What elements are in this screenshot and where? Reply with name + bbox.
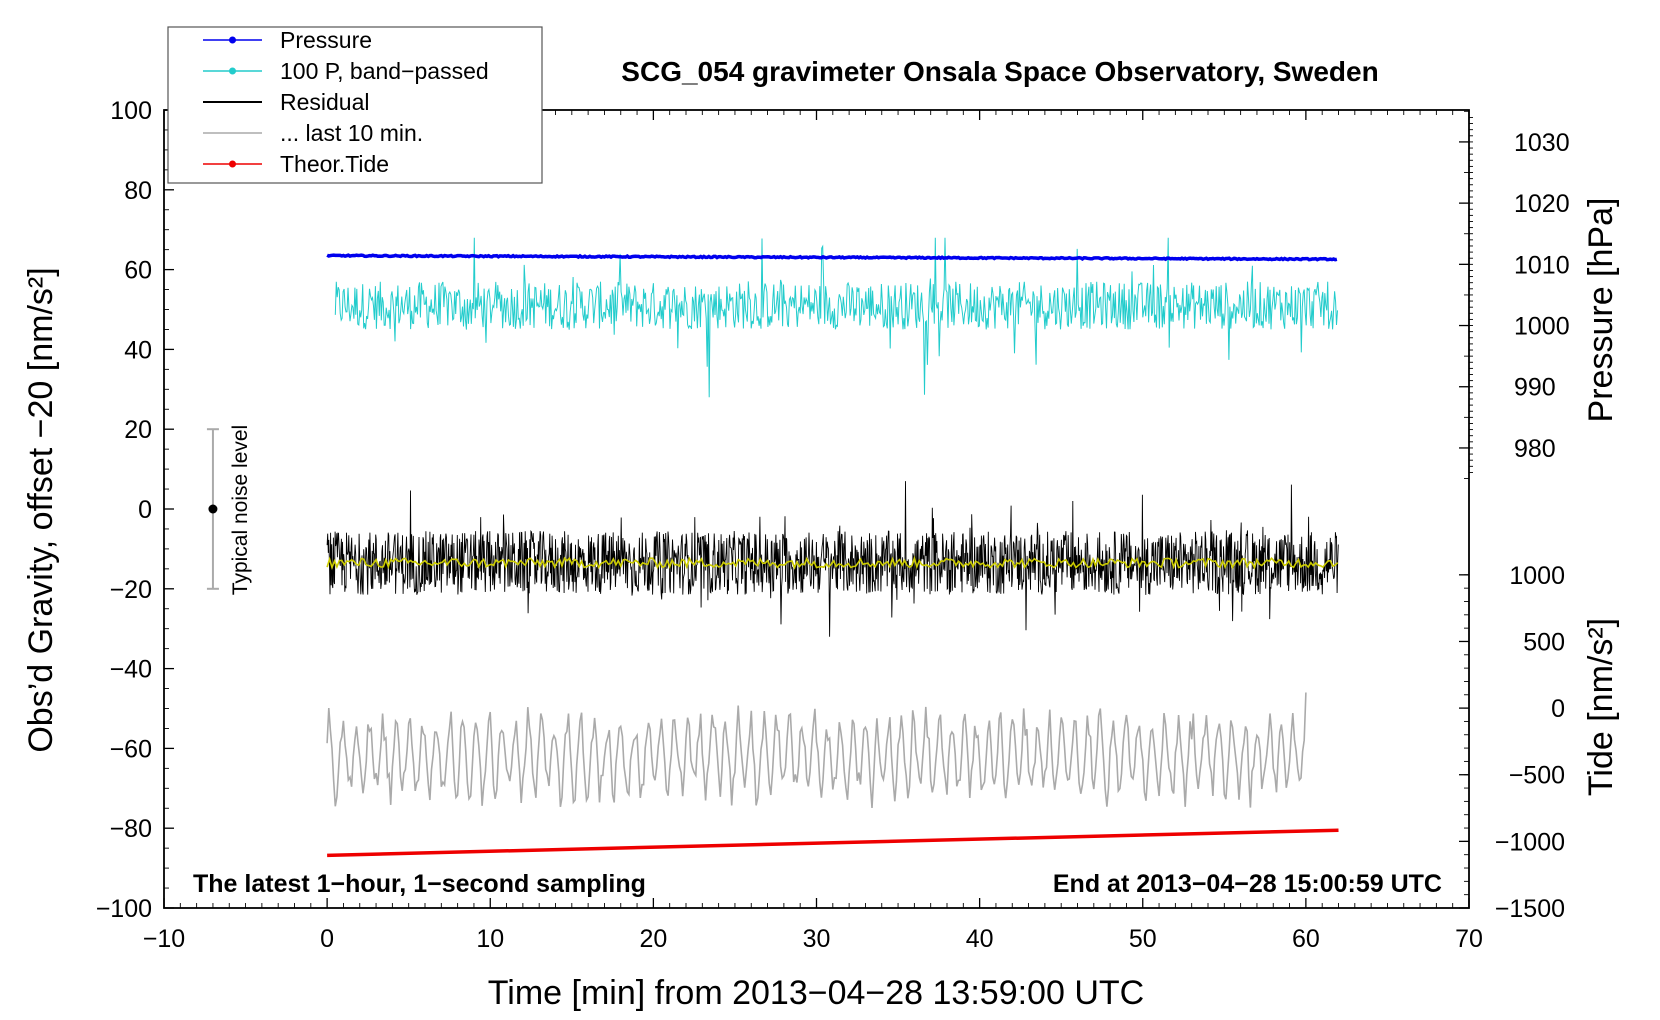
tide-tick-label: −1500 xyxy=(1495,895,1565,923)
pressure-tick-label: 1000 xyxy=(1514,313,1570,341)
axis-layer: −10 0 10 20 30 40 50 60 70100806040200−20−40−60−… xyxy=(96,97,1570,953)
y-tick-label: −20 xyxy=(110,576,152,604)
pressure-tick-label: 990 xyxy=(1514,374,1556,402)
y-tick-label: −80 xyxy=(110,815,152,843)
legend: Pressure 100 P, band−passed Residual ... la… xyxy=(167,26,543,184)
series-layer xyxy=(206,237,1339,858)
y-tick-label: 80 xyxy=(124,177,152,205)
x-tick-label: 30 xyxy=(803,925,831,953)
pressure-tick-label: 1020 xyxy=(1514,190,1570,218)
series-theoretical-tide-line xyxy=(327,828,1339,858)
series-residual-smoothed-line xyxy=(326,555,1339,571)
noise-level-label: Typical noise level xyxy=(229,425,252,595)
y-axis-title-tide: Tide [nm/s²] xyxy=(1582,618,1620,796)
annotation-sampling: The latest 1−hour, 1−second sampling xyxy=(193,870,646,898)
y-tick-label: −40 xyxy=(110,656,152,684)
pressure-tick-label: 1010 xyxy=(1514,251,1570,279)
x-axis-title: Time [min] from 2013−04−28 13:59:00 UTC xyxy=(488,974,1144,1012)
tide-tick-label: −500 xyxy=(1509,762,1565,790)
x-tick-label: 40 xyxy=(966,925,994,953)
series-residual-line xyxy=(326,481,1339,637)
y-tick-label: −60 xyxy=(110,735,152,763)
series-bandpassed-pressure-line xyxy=(334,237,1338,398)
y-tick-label: 0 xyxy=(138,496,152,524)
x-tick-label: 70 xyxy=(1455,925,1483,953)
chart-title: SCG_054 gravimeter Onsala Space Observat… xyxy=(621,56,1378,87)
legend-label: ... last 10 min. xyxy=(280,120,423,146)
legend-label: 100 P, band−passed xyxy=(280,58,489,84)
legend-label: Theor.Tide xyxy=(280,151,389,177)
plot-area xyxy=(163,109,1470,909)
legend-label: Residual xyxy=(280,89,370,115)
x-tick-label: 10 xyxy=(476,925,504,953)
annotation-end-time: End at 2013−04−28 15:00:59 UTC xyxy=(1053,870,1442,898)
pressure-tick-label: 980 xyxy=(1514,435,1556,463)
tide-tick-label: 1000 xyxy=(1509,562,1565,590)
x-tick-label: 0 xyxy=(320,925,334,953)
y-tick-label: −100 xyxy=(96,895,152,923)
legend-marker-0 xyxy=(229,36,236,44)
tide-tick-label: 0 xyxy=(1551,695,1565,723)
y-tick-label: 40 xyxy=(124,336,152,364)
series-last-10-min-line xyxy=(326,692,1307,809)
y-tick-label: 60 xyxy=(124,257,152,285)
pressure-tick-label: 1030 xyxy=(1514,129,1570,157)
x-tick-label: 20 xyxy=(639,925,667,953)
legend-box xyxy=(167,26,543,184)
y-axis-title-pressure: Pressure [hPa] xyxy=(1582,198,1620,423)
y-tick-label: 20 xyxy=(124,416,152,444)
legend-marker-1 xyxy=(229,67,236,75)
x-tick-label: 50 xyxy=(1129,925,1157,953)
y-tick-label: 100 xyxy=(110,97,152,125)
tide-tick-label: −1000 xyxy=(1495,828,1565,856)
y-axis-title-left: Obs’d Gravity, offset −20 [nm/s²] xyxy=(22,267,60,752)
x-tick-label: −10 xyxy=(143,925,185,953)
noise-bar-center-dot xyxy=(208,504,218,514)
x-tick-label: 60 xyxy=(1292,925,1320,953)
series-pressure-line xyxy=(326,253,1338,262)
legend-label: Pressure xyxy=(280,27,372,53)
tide-tick-label: 500 xyxy=(1523,628,1565,656)
legend-marker-4 xyxy=(229,160,236,168)
